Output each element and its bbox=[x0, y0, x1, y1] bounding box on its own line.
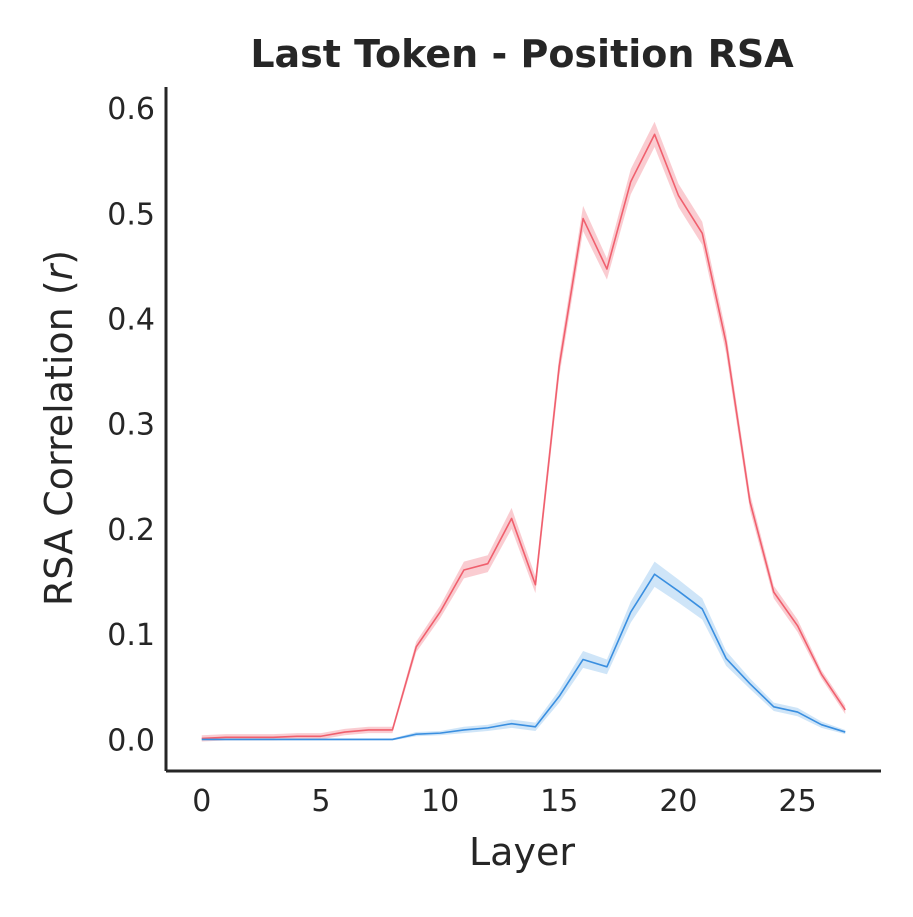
x-tick-label: 5 bbox=[311, 784, 330, 819]
y-tick-label: 0.0 bbox=[107, 723, 155, 758]
series-1-band bbox=[201, 121, 846, 742]
series-2-band bbox=[201, 561, 846, 741]
x-tick-labels: 0 5 10 15 20 25 bbox=[192, 784, 816, 819]
y-axis-label: RSA Correlation (r) bbox=[37, 250, 81, 606]
series-2-line bbox=[201, 573, 846, 741]
confidence-bands bbox=[201, 121, 846, 742]
y-tick-label: 0.6 bbox=[107, 92, 155, 127]
y-tick-label: 0.2 bbox=[107, 513, 155, 548]
x-tick-label: 25 bbox=[778, 784, 816, 819]
y-tick-label: 0.3 bbox=[107, 408, 155, 443]
chart-title: Last Token - Position RSA bbox=[250, 32, 794, 76]
x-axis-label: Layer bbox=[469, 830, 575, 874]
x-tick-label: 15 bbox=[540, 784, 578, 819]
series-1-line bbox=[201, 133, 846, 740]
y-axis-label-variable: r bbox=[37, 262, 81, 280]
y-tick-label: 0.1 bbox=[107, 618, 155, 653]
x-tick-label: 20 bbox=[659, 784, 697, 819]
y-tick-label: 0.5 bbox=[107, 197, 155, 232]
y-tick-label: 0.4 bbox=[107, 303, 155, 338]
x-tick-label: 0 bbox=[192, 784, 211, 819]
y-tick-labels: 0.0 0.1 0.2 0.3 0.4 0.5 0.6 bbox=[107, 92, 155, 758]
x-tick-label: 10 bbox=[421, 784, 459, 819]
series-lines bbox=[201, 133, 846, 741]
y-axis-label-suffix: ) bbox=[37, 250, 81, 265]
y-axis-label-prefix: RSA Correlation ( bbox=[37, 280, 81, 606]
